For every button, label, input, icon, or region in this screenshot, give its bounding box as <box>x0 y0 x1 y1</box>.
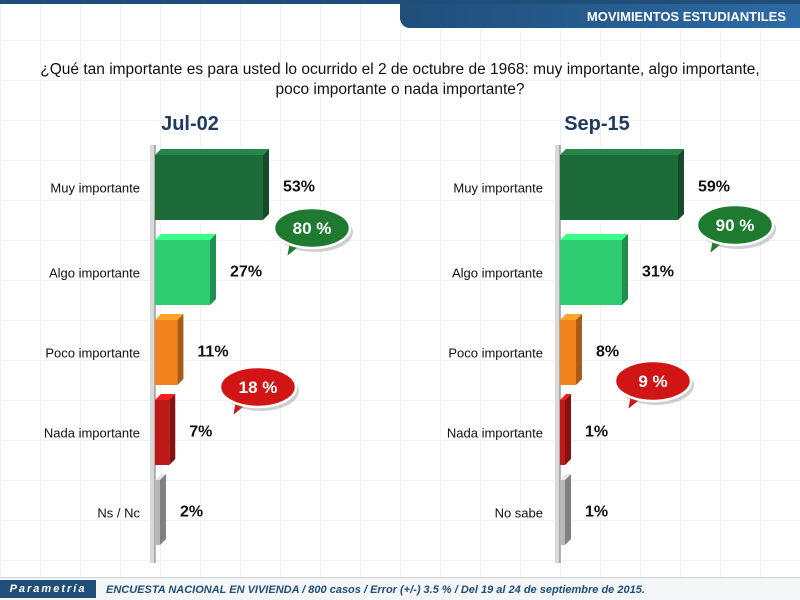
bar-side-face <box>576 314 582 385</box>
bubble-label: 90 % <box>716 216 755 235</box>
category-label: Poco importante <box>45 346 140 361</box>
parametria-logo: Parametría <box>0 580 96 598</box>
bar-side-face <box>160 474 166 545</box>
value-label: 8% <box>596 344 619 361</box>
top-rule <box>0 0 800 4</box>
bar-top-face <box>560 149 684 155</box>
banner-title: MOVIMIENTOS ESTUDIANTILES <box>586 8 786 24</box>
value-label: 27% <box>230 264 262 281</box>
bar-side-face <box>263 149 269 220</box>
bar <box>155 480 160 545</box>
bubble-label: 9 % <box>638 372 667 391</box>
bar <box>560 240 622 305</box>
category-label: Ns / Nc <box>97 506 140 521</box>
bar <box>155 320 178 385</box>
category-label: Muy importante <box>453 181 543 196</box>
value-label: 1% <box>585 424 608 441</box>
bar-top-face <box>560 234 628 240</box>
bar-top-face <box>155 149 269 155</box>
bar <box>560 400 565 465</box>
bar <box>155 155 263 220</box>
category-label: No sabe <box>495 506 543 521</box>
footer-logo-text: Parametría <box>9 583 87 595</box>
bubble-label: 18 % <box>239 378 278 397</box>
bar-top-face <box>560 394 571 400</box>
survey-question: ¿Qué tan importante es para usted lo ocu… <box>40 61 760 98</box>
bubble-label: 80 % <box>293 219 332 238</box>
bar-side-face <box>169 394 176 465</box>
bar-top-face <box>155 474 166 480</box>
panel-title: Sep-15 <box>564 113 630 135</box>
category-label: Algo importante <box>452 266 543 281</box>
bar-top-face <box>155 394 176 400</box>
bar <box>560 480 565 545</box>
summary-bubble <box>613 359 693 403</box>
section-banner: MOVIMIENTOS ESTUDIANTILES <box>400 4 800 28</box>
value-label: 1% <box>585 504 608 521</box>
value-label: 59% <box>698 179 730 196</box>
category-label: Nada importante <box>447 426 543 441</box>
summary-bubble <box>695 203 775 247</box>
footer-note: ENCUESTA NACIONAL EN VIVIENDA / 800 caso… <box>106 584 645 596</box>
value-label: 31% <box>642 264 674 281</box>
bar-side-face <box>565 474 571 545</box>
value-label: 2% <box>180 504 203 521</box>
axis-shadow <box>150 145 155 563</box>
summary-bubble <box>218 365 298 409</box>
bar <box>560 320 576 385</box>
bar-side-face <box>622 234 628 305</box>
footer-bar <box>0 577 800 600</box>
bar-side-face <box>678 149 684 220</box>
bar-side-face <box>565 394 571 465</box>
category-label: Algo importante <box>49 266 140 281</box>
summary-bubble <box>272 206 352 250</box>
value-label: 53% <box>283 179 315 196</box>
bar <box>155 400 170 465</box>
bar <box>560 155 678 220</box>
bar-top-face <box>155 314 184 320</box>
category-label: Nada importante <box>44 426 140 441</box>
bar-top-face <box>560 314 582 320</box>
bar-top-face <box>560 474 571 480</box>
value-label: 7% <box>189 424 212 441</box>
bar-side-face <box>210 234 217 305</box>
bar <box>155 240 211 305</box>
axis-shadow <box>555 145 560 563</box>
bar-side-face <box>177 314 184 385</box>
category-label: Muy importante <box>50 181 140 196</box>
panel-title: Jul-02 <box>161 113 219 135</box>
category-label: Poco importante <box>448 346 543 361</box>
bar-top-face <box>155 234 217 240</box>
value-label: 11% <box>197 344 228 361</box>
